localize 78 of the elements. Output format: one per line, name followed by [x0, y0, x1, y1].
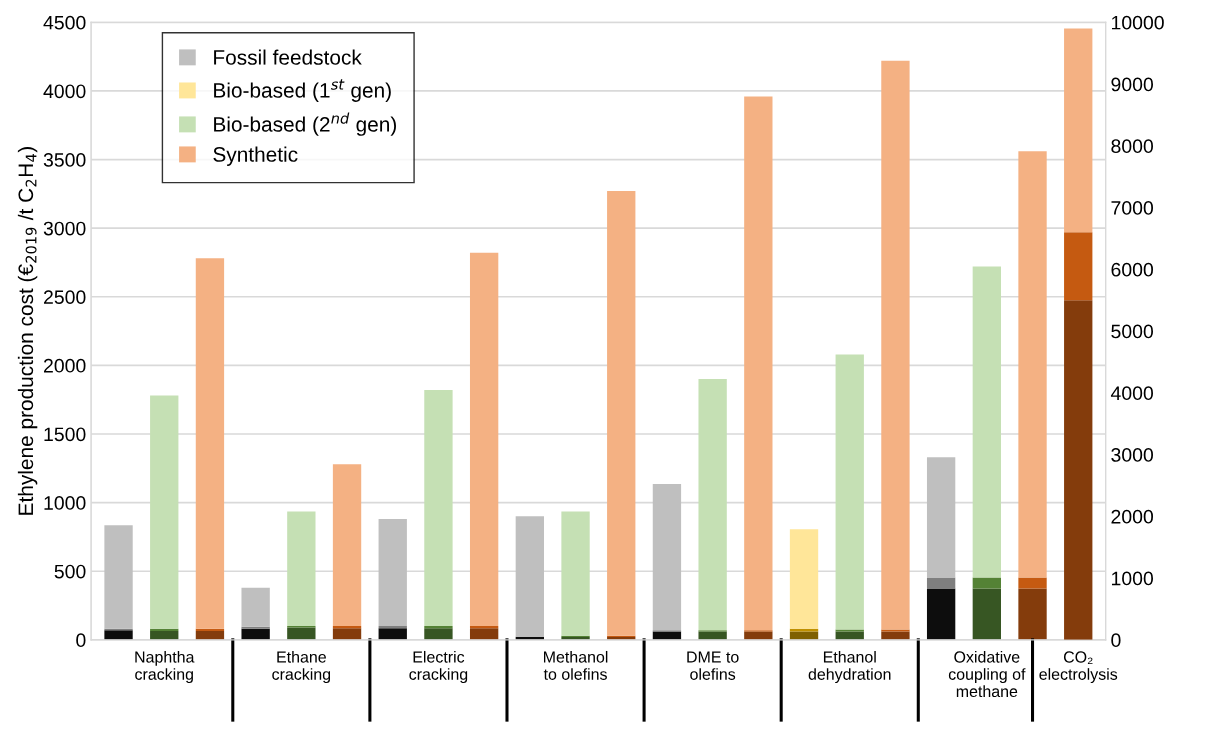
y2-tick-label: 1000	[1111, 571, 1154, 586]
bar	[378, 519, 407, 627]
x-tick-label: Oxidative coupling of methane	[948, 650, 1026, 698]
y-tick-label: 0	[76, 633, 86, 648]
bar	[789, 529, 819, 629]
bar	[881, 629, 910, 632]
y-tick-label: 4500	[43, 15, 86, 30]
y2-tick-label: 3000	[1111, 448, 1154, 462]
bar	[424, 626, 453, 629]
bar	[287, 627, 316, 640]
legend-label: Synthetic	[213, 146, 298, 166]
bar	[1018, 151, 1047, 578]
x-tick-label: Methanol to olefins	[543, 650, 608, 680]
bar	[926, 577, 956, 589]
y-tick-label: 1000	[44, 496, 86, 510]
bar	[195, 258, 225, 629]
bar	[972, 577, 1001, 589]
bar	[652, 484, 682, 631]
y2-tick-label: 2000	[1111, 509, 1154, 524]
x-tick-label: Electric cracking	[409, 650, 468, 684]
y-axis-title: Ethylene production cost (€$_{2019}$ /t C$_{2}$H$_{4}$)	[17, 147, 38, 515]
bar	[241, 628, 270, 640]
bar	[698, 379, 727, 631]
y2-tick-label: 8000	[1111, 139, 1154, 154]
bar	[150, 395, 179, 629]
bar	[332, 626, 362, 629]
bar	[515, 516, 545, 637]
bar	[424, 390, 453, 627]
bar	[424, 628, 453, 640]
bar	[744, 96, 773, 631]
x-tick-label: Ethanol dehydration	[808, 650, 891, 684]
legend-label: Bio-based (1$^{st}$ gen)	[214, 79, 391, 102]
bar	[104, 525, 133, 629]
bar	[835, 354, 864, 630]
bar	[195, 628, 225, 631]
bar	[241, 587, 270, 627]
x-tick-label: Ethane cracking	[272, 650, 331, 684]
y2-tick-label: 4000	[1110, 386, 1154, 401]
legend-label: Fossil feedstock	[214, 49, 362, 65]
bar	[150, 628, 179, 631]
bar	[607, 191, 636, 636]
y-tick-label: 4000	[43, 84, 86, 99]
y-tick-label: 3500	[43, 153, 86, 167]
legend-label: Bio-based (2$^{nd}$ gen)	[214, 112, 396, 136]
bar	[378, 626, 407, 629]
bar	[926, 457, 956, 578]
bar	[469, 626, 499, 629]
y-tick-label: 3000	[43, 221, 86, 236]
bar	[287, 511, 316, 627]
y-tick-label: 500	[54, 564, 86, 579]
bar	[332, 464, 362, 627]
bar	[378, 628, 407, 640]
bar	[104, 630, 133, 640]
bar	[469, 252, 499, 627]
y2-tick-label: 10000	[1111, 15, 1164, 30]
bar	[241, 626, 270, 629]
bar	[972, 588, 1001, 640]
x-tick-label: DME to olefins	[687, 651, 739, 680]
x-tick-label: Naphtha cracking	[135, 650, 195, 684]
bar	[561, 511, 590, 636]
y2-tick-label: 7000	[1111, 201, 1154, 215]
y-tick-label: 2000	[43, 358, 86, 373]
bar	[1018, 588, 1047, 640]
bar	[926, 588, 956, 640]
y2-tick-label: 9000	[1111, 77, 1154, 92]
y2-tick-label: 6000	[1111, 262, 1154, 277]
bar	[835, 629, 864, 632]
bar	[469, 628, 499, 640]
y-tick-label: 2500	[43, 290, 86, 305]
x-tick-label: CO₂ electrolysis	[1039, 651, 1118, 684]
y2-tick-label: 0	[1111, 633, 1121, 648]
y2-tick-label: 5000	[1111, 324, 1154, 339]
bar	[881, 60, 910, 630]
bar	[789, 628, 819, 632]
bar	[332, 628, 362, 640]
bar	[972, 266, 1001, 578]
y-tick-label: 1500	[44, 427, 86, 442]
bar	[1018, 577, 1047, 589]
